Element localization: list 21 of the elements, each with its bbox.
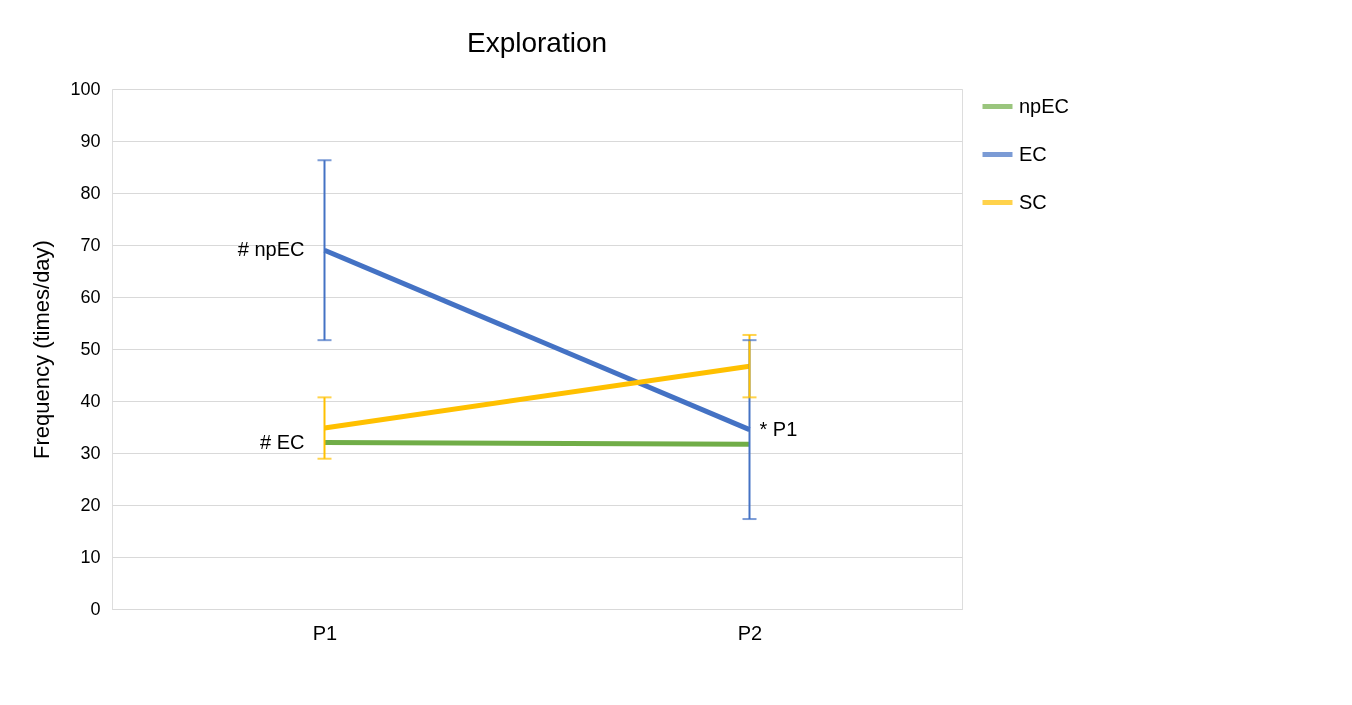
x-tick-label: P1 <box>312 621 338 644</box>
y-tick-label: 50 <box>80 338 101 359</box>
y-tick-label: 60 <box>80 286 101 307</box>
y-tick-label: 10 <box>80 546 101 567</box>
legend-label: SC <box>1019 190 1047 213</box>
x-tick-label: P2 <box>737 621 763 644</box>
chart-title: Exploration <box>466 27 608 58</box>
y-axis-title: Frequency (times/day) <box>29 240 55 459</box>
y-tick-label: 0 <box>90 598 101 619</box>
y-tick-label: 100 <box>70 78 101 99</box>
y-tick-label: 90 <box>80 130 101 151</box>
y-tick-label: 30 <box>80 442 101 463</box>
legend-label: EC <box>1019 142 1047 165</box>
legend-label: npEC <box>1019 94 1070 117</box>
annotation: * P1 <box>759 417 798 440</box>
y-tick-label: 40 <box>80 390 101 411</box>
annotation: # EC <box>260 430 305 453</box>
y-tick-label: 20 <box>80 494 101 515</box>
y-tick-label: 80 <box>80 182 101 203</box>
annotation: # npEC <box>237 238 305 261</box>
y-tick-label: 70 <box>80 234 101 255</box>
